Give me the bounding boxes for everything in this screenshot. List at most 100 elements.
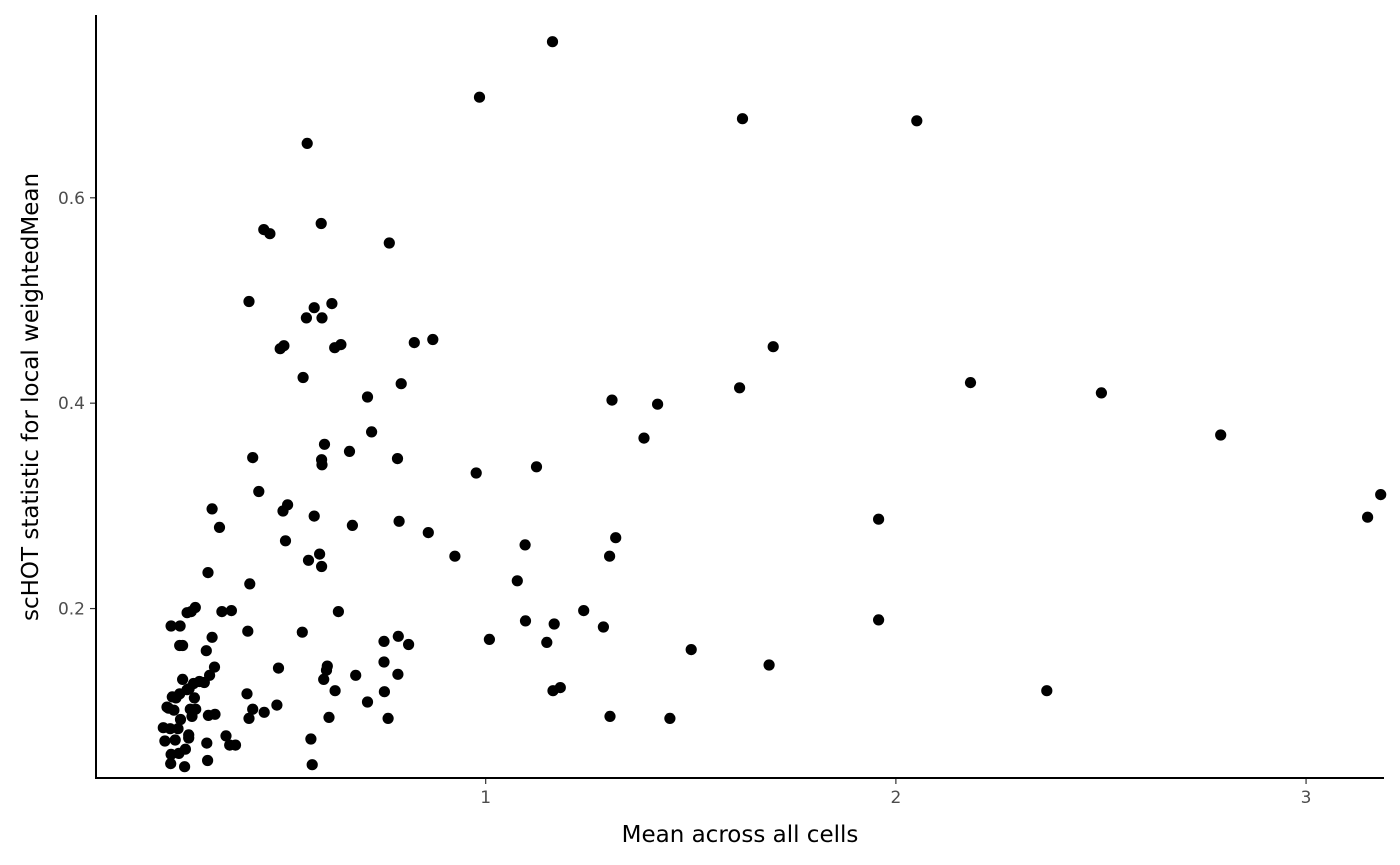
data-point bbox=[305, 733, 317, 745]
data-point bbox=[427, 333, 439, 346]
x-tick-label: 1 bbox=[480, 788, 491, 808]
data-point bbox=[326, 298, 338, 310]
data-point bbox=[301, 137, 313, 149]
data-point bbox=[316, 312, 328, 324]
data-point bbox=[873, 614, 885, 626]
data-point bbox=[165, 748, 177, 761]
data-point bbox=[638, 432, 650, 444]
data-point bbox=[383, 237, 395, 249]
data-point bbox=[343, 445, 356, 457]
data-point bbox=[604, 550, 616, 562]
data-point bbox=[208, 661, 221, 673]
data-point bbox=[181, 607, 193, 619]
data-point bbox=[392, 630, 404, 642]
data-point bbox=[188, 692, 200, 704]
data-point bbox=[198, 676, 210, 689]
data-point bbox=[911, 115, 923, 127]
data-point bbox=[873, 513, 885, 525]
data-point bbox=[767, 341, 779, 353]
data-point bbox=[346, 519, 358, 532]
data-point bbox=[306, 759, 318, 771]
data-point bbox=[329, 342, 341, 354]
data-point bbox=[258, 706, 270, 718]
data-point bbox=[318, 673, 330, 686]
data-point bbox=[382, 712, 394, 725]
data-point bbox=[519, 539, 531, 551]
data-point bbox=[964, 377, 977, 389]
data-point bbox=[186, 710, 198, 723]
data-point bbox=[323, 711, 335, 724]
y-axis-title: scHOT statistic for local weightedMean bbox=[18, 173, 44, 621]
data-point bbox=[241, 688, 253, 700]
data-point bbox=[378, 686, 390, 698]
data-point bbox=[170, 692, 182, 704]
data-point bbox=[378, 635, 390, 648]
data-point bbox=[216, 606, 228, 618]
x-tick-label: 2 bbox=[890, 788, 901, 808]
data-point bbox=[206, 503, 218, 515]
data-point bbox=[314, 548, 326, 560]
data-point bbox=[243, 712, 255, 725]
data-point bbox=[174, 639, 186, 652]
data-point bbox=[164, 723, 176, 735]
data-point bbox=[318, 438, 331, 450]
data-point bbox=[159, 735, 171, 747]
data-point bbox=[297, 371, 309, 384]
data-point bbox=[736, 113, 749, 125]
data-point bbox=[202, 709, 214, 722]
data-point bbox=[271, 699, 283, 711]
data-point bbox=[174, 620, 186, 632]
data-point bbox=[172, 723, 184, 735]
y-tick-label: 0.6 bbox=[58, 189, 85, 209]
data-point bbox=[253, 485, 265, 498]
data-point bbox=[1095, 387, 1107, 399]
data-point bbox=[320, 664, 333, 676]
y-tick-label: 0.4 bbox=[58, 394, 85, 414]
data-point bbox=[361, 391, 374, 403]
data-point bbox=[403, 638, 415, 651]
data-point bbox=[247, 703, 259, 715]
data-point bbox=[332, 606, 344, 618]
data-point bbox=[308, 302, 320, 314]
data-point bbox=[606, 394, 618, 406]
data-point bbox=[393, 515, 405, 527]
data-point bbox=[165, 758, 177, 770]
data-point bbox=[408, 337, 420, 349]
data-point bbox=[202, 567, 214, 579]
data-point bbox=[519, 615, 532, 627]
data-point bbox=[664, 712, 676, 725]
data-point bbox=[366, 426, 378, 438]
y-tick-label: 0.2 bbox=[58, 600, 85, 620]
data-point bbox=[548, 618, 560, 630]
data-point bbox=[264, 228, 276, 240]
data-point bbox=[202, 754, 214, 767]
data-point bbox=[174, 713, 187, 726]
data-point bbox=[1041, 685, 1053, 697]
data-point bbox=[763, 659, 775, 671]
data-point bbox=[220, 730, 232, 742]
ticks-layer: 1 2 3 0.2 0.4 0.6 bbox=[58, 189, 1312, 808]
data-point bbox=[183, 732, 195, 744]
data-point bbox=[213, 521, 226, 534]
data-point bbox=[274, 343, 286, 355]
data-point bbox=[530, 461, 543, 473]
data-point bbox=[604, 710, 616, 723]
data-point bbox=[546, 36, 559, 48]
data-point bbox=[470, 467, 482, 479]
data-point bbox=[1362, 511, 1374, 523]
data-point bbox=[392, 668, 404, 680]
data-point bbox=[244, 578, 256, 590]
data-point bbox=[315, 217, 327, 230]
data-point bbox=[1215, 429, 1227, 441]
data-point bbox=[547, 685, 559, 697]
data-point bbox=[734, 382, 746, 394]
data-point bbox=[511, 575, 523, 587]
data-point bbox=[422, 527, 434, 539]
data-point bbox=[201, 737, 213, 749]
data-point bbox=[391, 453, 404, 465]
data-point bbox=[685, 644, 697, 656]
data-point bbox=[272, 662, 285, 674]
x-tick-label: 3 bbox=[1301, 788, 1312, 808]
data-point bbox=[449, 550, 461, 562]
